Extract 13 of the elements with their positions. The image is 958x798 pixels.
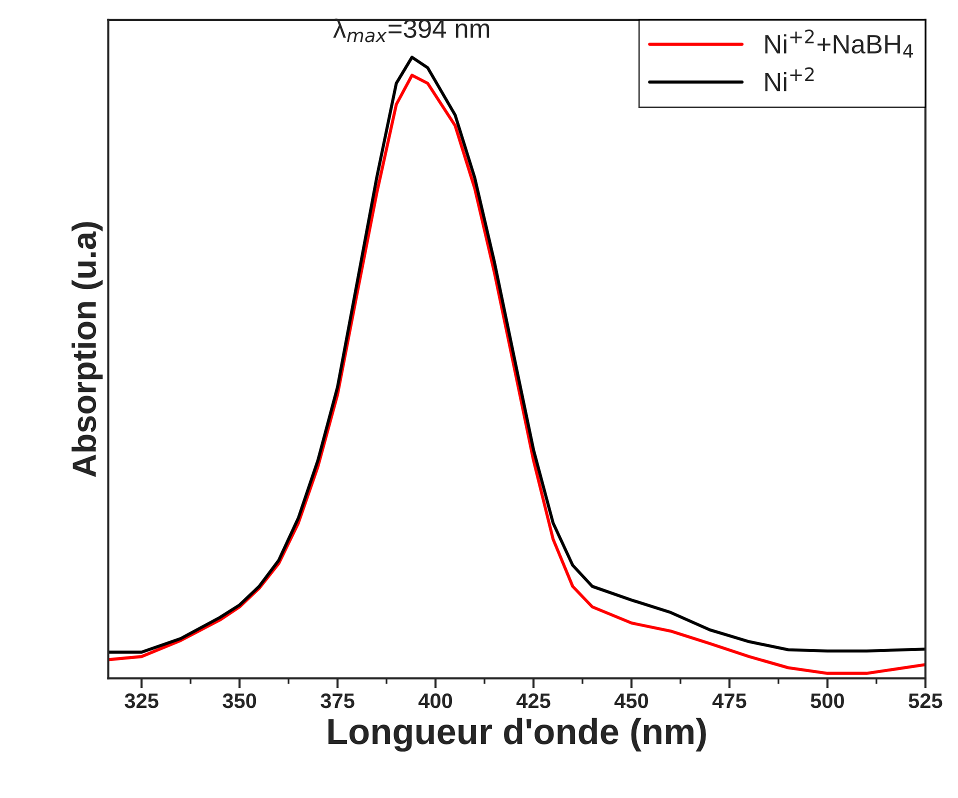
x-tick-label: 400 <box>418 693 452 708</box>
x-tick-label: 375 <box>320 693 354 708</box>
x-tick-label: 350 <box>222 693 256 708</box>
y-axis-title: Absorption (u.a) <box>72 222 103 477</box>
x-tick-label: 450 <box>614 693 648 708</box>
x-tick-label: 525 <box>908 693 942 708</box>
x-tick-label: 500 <box>810 693 844 708</box>
x-axis-title: Longueur d'onde (nm) <box>328 718 706 752</box>
x-tick-label: 325 <box>124 693 158 708</box>
x-tick-label: 475 <box>712 694 746 708</box>
legend-label: Ni$^{+2}$ <box>765 67 814 92</box>
x-tick-label: 425 <box>516 693 550 708</box>
legend-label: Ni$^{+2}$+NaBH$_{4}$ <box>765 30 914 58</box>
